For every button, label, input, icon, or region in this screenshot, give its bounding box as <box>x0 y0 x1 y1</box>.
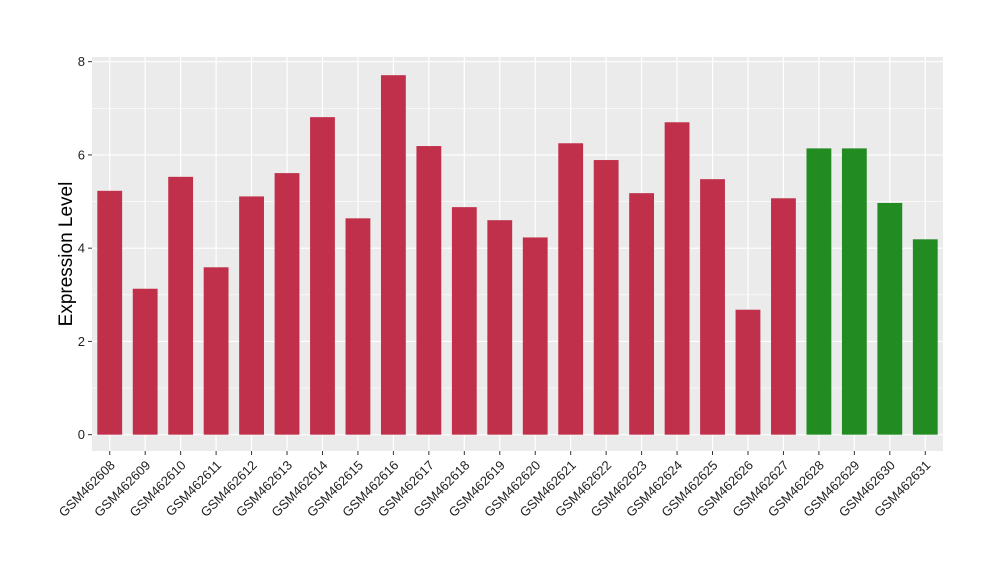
bar-GSM462608 <box>97 190 123 435</box>
bar-GSM462619 <box>487 220 513 435</box>
bar-GSM462629 <box>841 148 867 435</box>
y-tick-label: 4 <box>78 241 85 256</box>
bar-GSM462625 <box>700 179 725 435</box>
y-tick-label: 2 <box>78 334 85 349</box>
bar-GSM462628 <box>806 148 832 435</box>
bar-GSM462630 <box>877 202 903 435</box>
bar-GSM462622 <box>593 160 619 435</box>
bar-GSM462621 <box>558 143 584 435</box>
bar-GSM462616 <box>380 75 406 435</box>
plot-panel <box>92 57 943 451</box>
bar-GSM462614 <box>310 117 335 435</box>
bar-GSM462624 <box>664 122 690 435</box>
bar-GSM462611 <box>203 267 229 435</box>
bar-GSM462623 <box>629 193 655 435</box>
y-tick-label: 6 <box>78 147 85 162</box>
bar-GSM462626 <box>735 309 761 435</box>
y-axis-label: Expression Level <box>56 182 77 327</box>
bar-GSM462615 <box>345 218 371 435</box>
y-tick-label: 8 <box>78 54 85 69</box>
bar-GSM462613 <box>274 173 300 435</box>
bar-GSM462627 <box>771 198 796 435</box>
bar-GSM462618 <box>451 207 477 435</box>
bar-GSM462612 <box>239 196 264 435</box>
bar-GSM462631 <box>912 239 938 435</box>
bar-GSM462617 <box>416 146 442 435</box>
bar-GSM462610 <box>168 176 194 435</box>
bar-GSM462620 <box>522 237 548 435</box>
bar-GSM462609 <box>132 288 158 435</box>
y-tick-label: 0 <box>78 427 85 442</box>
